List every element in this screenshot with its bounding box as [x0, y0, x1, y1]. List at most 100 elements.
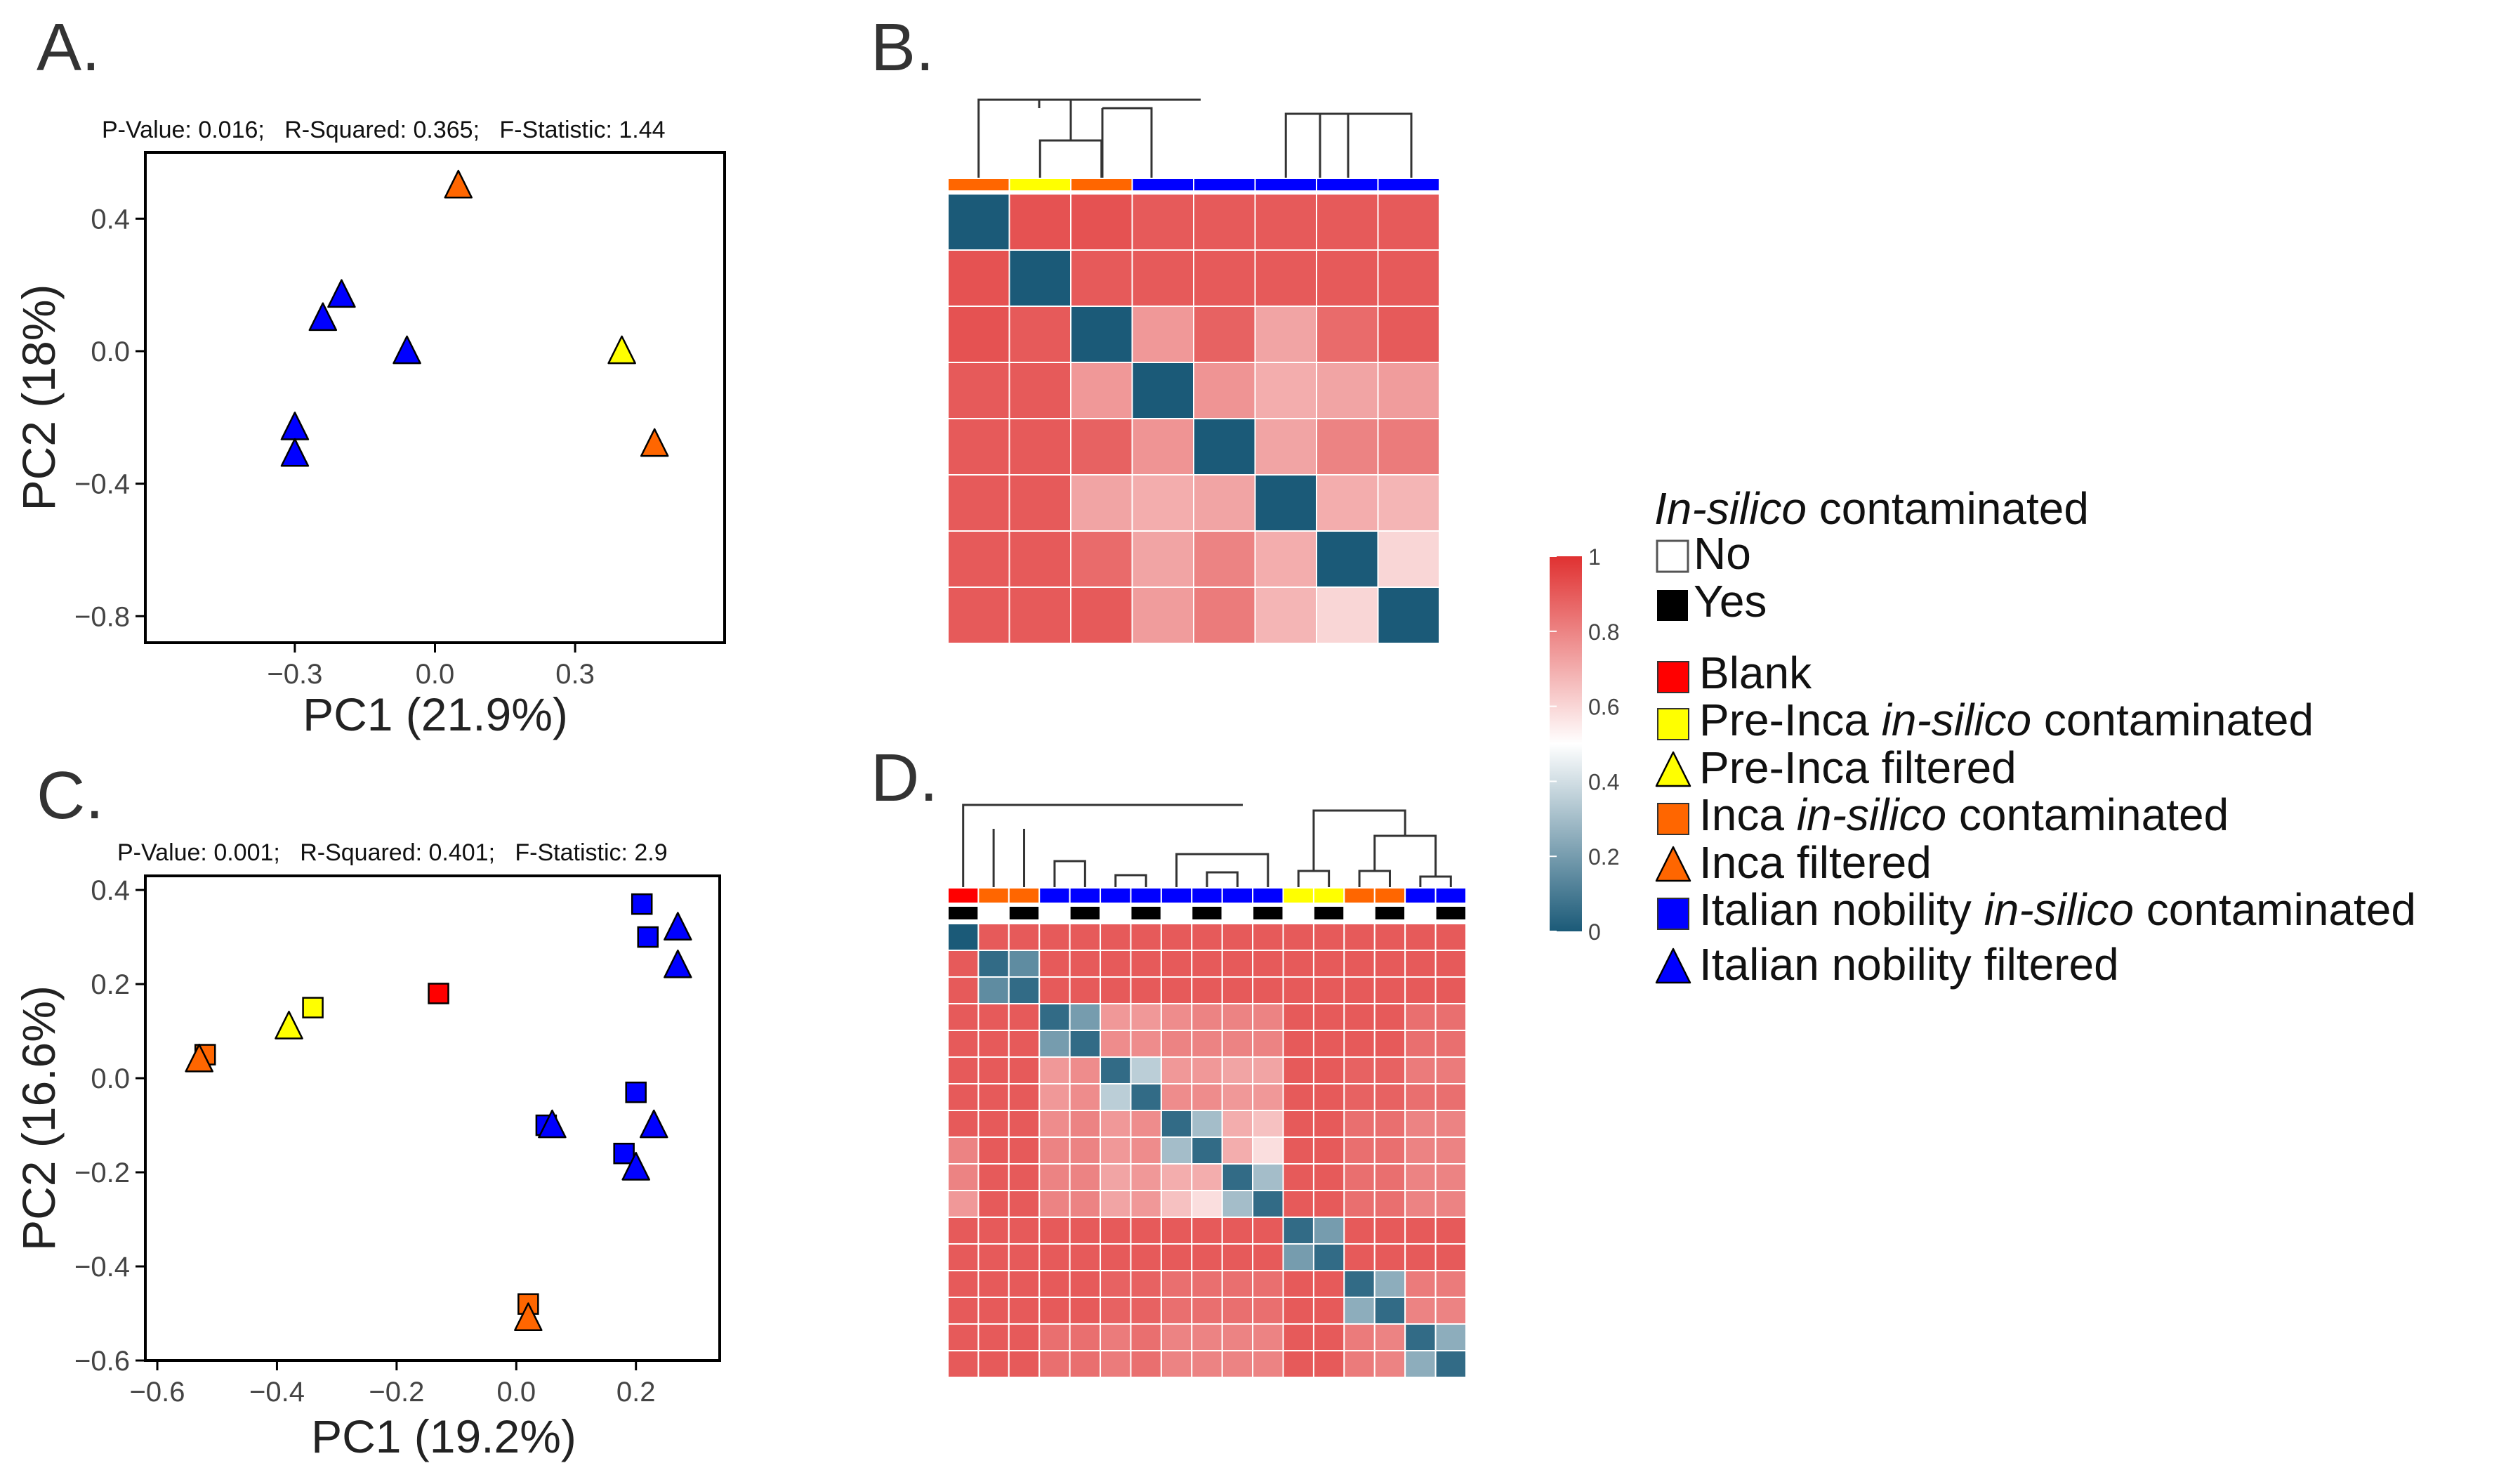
heatmap-cell — [947, 1270, 979, 1298]
heatmap-cell — [1100, 1270, 1132, 1298]
legend-triangle-swatch — [1655, 948, 1691, 984]
heatmap-cell — [1191, 1110, 1223, 1138]
heatmap-cell — [1254, 474, 1317, 532]
heatmap-cell — [1038, 1056, 1071, 1084]
heatmap-cell — [947, 1190, 979, 1218]
heatmap-contam-bar — [1130, 905, 1162, 921]
data-point-triangle — [308, 302, 338, 332]
heatmap-cell — [1312, 1003, 1345, 1031]
heatmap-cell — [1404, 1083, 1437, 1111]
heatmap-cell — [947, 1056, 979, 1084]
legend-item-label-part: Pre-Inca — [1699, 695, 1882, 745]
heatmap-cell — [947, 1030, 979, 1058]
heatmap-cell — [1312, 1163, 1345, 1191]
heatmap-cell — [1221, 1030, 1254, 1058]
heatmap-b — [947, 98, 1440, 644]
heatmap-cell — [947, 1083, 979, 1111]
heatmap-group-bar — [1343, 887, 1376, 904]
heatmap-cell — [977, 923, 1010, 951]
heatmap-cell — [1343, 1297, 1376, 1325]
heatmap-cell — [947, 418, 1010, 476]
heatmap-cell — [1343, 976, 1376, 1004]
heatmap-cell — [1191, 1243, 1223, 1271]
heatmap-cell — [1008, 1350, 1041, 1378]
heatmap-cell — [1038, 1297, 1071, 1325]
pca-plot-c: P-Value: 0.001; R-Squared: 0.401; F-Stat… — [13, 839, 721, 1462]
legend-item-label-part: in-silico — [1984, 884, 2134, 935]
heatmap-cell — [1252, 1003, 1284, 1031]
heatmap-cell — [1312, 1083, 1345, 1111]
panel-letter-a: A. — [37, 10, 100, 85]
legend-contam-title-rest: contaminated — [1807, 483, 2089, 534]
heatmap-cell — [1100, 1030, 1132, 1058]
heatmap-cell — [1316, 362, 1379, 419]
heatmap-cell — [1069, 1217, 1102, 1245]
y-axis-label-c: PC2 (16.6%) — [13, 985, 65, 1251]
heatmap-cell — [1434, 1056, 1467, 1084]
heatmap-contam-bar — [1434, 905, 1467, 921]
heatmap-cell — [1193, 474, 1256, 532]
heatmap-cell — [1130, 1056, 1162, 1084]
heatmap-cell — [977, 1030, 1010, 1058]
heatmap-cell — [1221, 1270, 1254, 1298]
heatmap-cell — [1069, 1136, 1102, 1165]
heatmap-cell — [1377, 474, 1440, 532]
heatmap-cell — [1160, 1270, 1193, 1298]
heatmap-cell — [1008, 1243, 1041, 1271]
heatmap-cell — [1434, 1110, 1467, 1138]
heatmap-cell — [1191, 923, 1223, 951]
heatmap-cell — [1254, 249, 1317, 307]
heatmap-cell — [977, 1217, 1010, 1245]
heatmap-cell — [1131, 249, 1194, 307]
heatmap-group-bar — [1282, 887, 1314, 904]
heatmap-cell — [1312, 976, 1345, 1004]
heatmap-cell — [1373, 1003, 1406, 1031]
heatmap-cell — [1221, 950, 1254, 978]
heatmap-cell — [1434, 1270, 1467, 1298]
heatmap-cell — [1282, 1190, 1314, 1218]
heatmap-cell — [1160, 1083, 1193, 1111]
heatmap-cell — [1343, 1110, 1376, 1138]
heatmap-cell — [1377, 362, 1440, 419]
heatmap-cell — [977, 1297, 1010, 1325]
heatmap-cell — [1282, 1110, 1314, 1138]
heatmap-cell — [1373, 1297, 1406, 1325]
data-point-triangle — [640, 428, 669, 457]
heatmap-cell — [1252, 1163, 1284, 1191]
data-point-triangle — [538, 1109, 567, 1139]
heatmap-cell — [1221, 1110, 1254, 1138]
legend-square-swatch — [1657, 708, 1689, 740]
legend: In-silico contaminated No Yes BlankPre-I… — [1654, 483, 2416, 990]
heatmap-cell — [1160, 1110, 1193, 1138]
heatmap-cell — [1404, 950, 1437, 978]
heatmap-cell — [1373, 1110, 1406, 1138]
heatmap-cell — [1312, 1270, 1345, 1298]
legend-item-label-part: Italian nobility — [1699, 884, 1984, 935]
heatmap-cell — [1404, 1030, 1437, 1058]
data-point-square — [302, 997, 324, 1018]
heatmap-cell — [1282, 1056, 1314, 1084]
x-tick-label: −0.2 — [369, 1377, 424, 1408]
heatmap-cell — [1160, 1350, 1193, 1378]
heatmap-cell — [1069, 1030, 1102, 1058]
heatmap-group-bar — [1254, 178, 1317, 192]
heatmap-cell — [947, 362, 1010, 419]
heatmap-cell — [1008, 1217, 1041, 1245]
heatmap-cell — [1312, 923, 1345, 951]
heatmap-cell — [1008, 193, 1071, 251]
heatmap-cell — [1312, 1110, 1345, 1138]
heatmap-cell — [1377, 249, 1440, 307]
heatmap-cell — [1434, 1030, 1467, 1058]
heatmap-cell — [1221, 1297, 1254, 1325]
heatmap-cell — [1434, 1136, 1467, 1165]
heatmap-cell — [977, 1350, 1010, 1378]
heatmap-cell — [1252, 1323, 1284, 1351]
heatmap-cell — [1282, 950, 1314, 978]
heatmap-cell — [1312, 1030, 1345, 1058]
y-tick-label: 0.2 — [91, 969, 130, 1000]
heatmap-cell — [1373, 1136, 1406, 1165]
heatmap-cell — [1131, 193, 1194, 251]
heatmap-cell — [1434, 1190, 1467, 1218]
heatmap-contam-bar — [1282, 905, 1314, 921]
